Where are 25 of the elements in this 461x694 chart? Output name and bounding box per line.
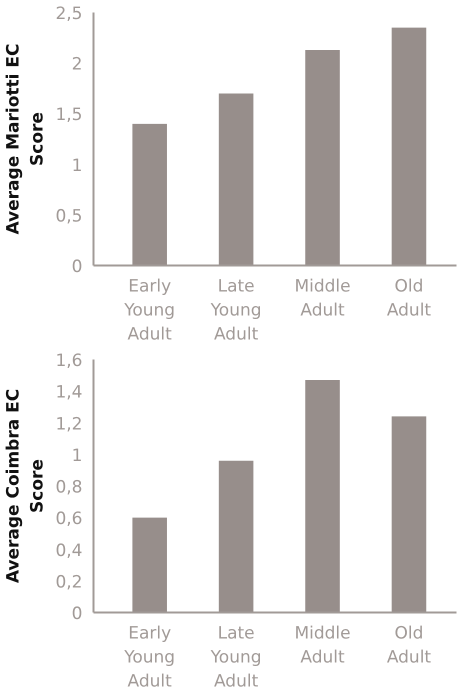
x-tick-label: Old Adult: [386, 276, 432, 320]
y-tick-label: 0,6: [55, 509, 83, 530]
y-axis-title: Average Mariotti EC Score: [3, 43, 48, 234]
y-tick-label: 0: [72, 257, 83, 277]
x-tick-label: Middle Adult: [294, 624, 351, 668]
y-axis-title: Average Coimbra EC Score: [3, 388, 48, 584]
y-tick-label: 1,5: [55, 105, 83, 126]
y-tick-label: 1,6: [55, 351, 83, 371]
x-tick-label: Early Young Adult: [123, 276, 176, 344]
x-tick-label: Late Young Adult: [210, 276, 262, 344]
x-tick-label: Old Adult: [386, 624, 432, 668]
y-tick-label: 1,2: [55, 414, 83, 434]
y-tick-label: 0,8: [55, 478, 83, 498]
y-tick-label: 0: [72, 604, 83, 624]
x-tick-label: Middle Adult: [294, 276, 351, 320]
y-tick-label: 2: [72, 54, 83, 75]
y-tick-label: 0,5: [55, 206, 83, 226]
y-tick-label: 0,4: [55, 540, 83, 561]
y-tick-label: 1,4: [55, 382, 83, 403]
y-tick-label: 0,2: [55, 572, 83, 592]
y-tick-label: 1: [72, 156, 83, 176]
x-tick-label: Late Young Adult: [210, 624, 262, 692]
y-tick-label: 2,5: [55, 4, 83, 24]
y-tick-label: 1: [72, 446, 83, 466]
x-tick-label: Early Young Adult: [123, 624, 176, 692]
